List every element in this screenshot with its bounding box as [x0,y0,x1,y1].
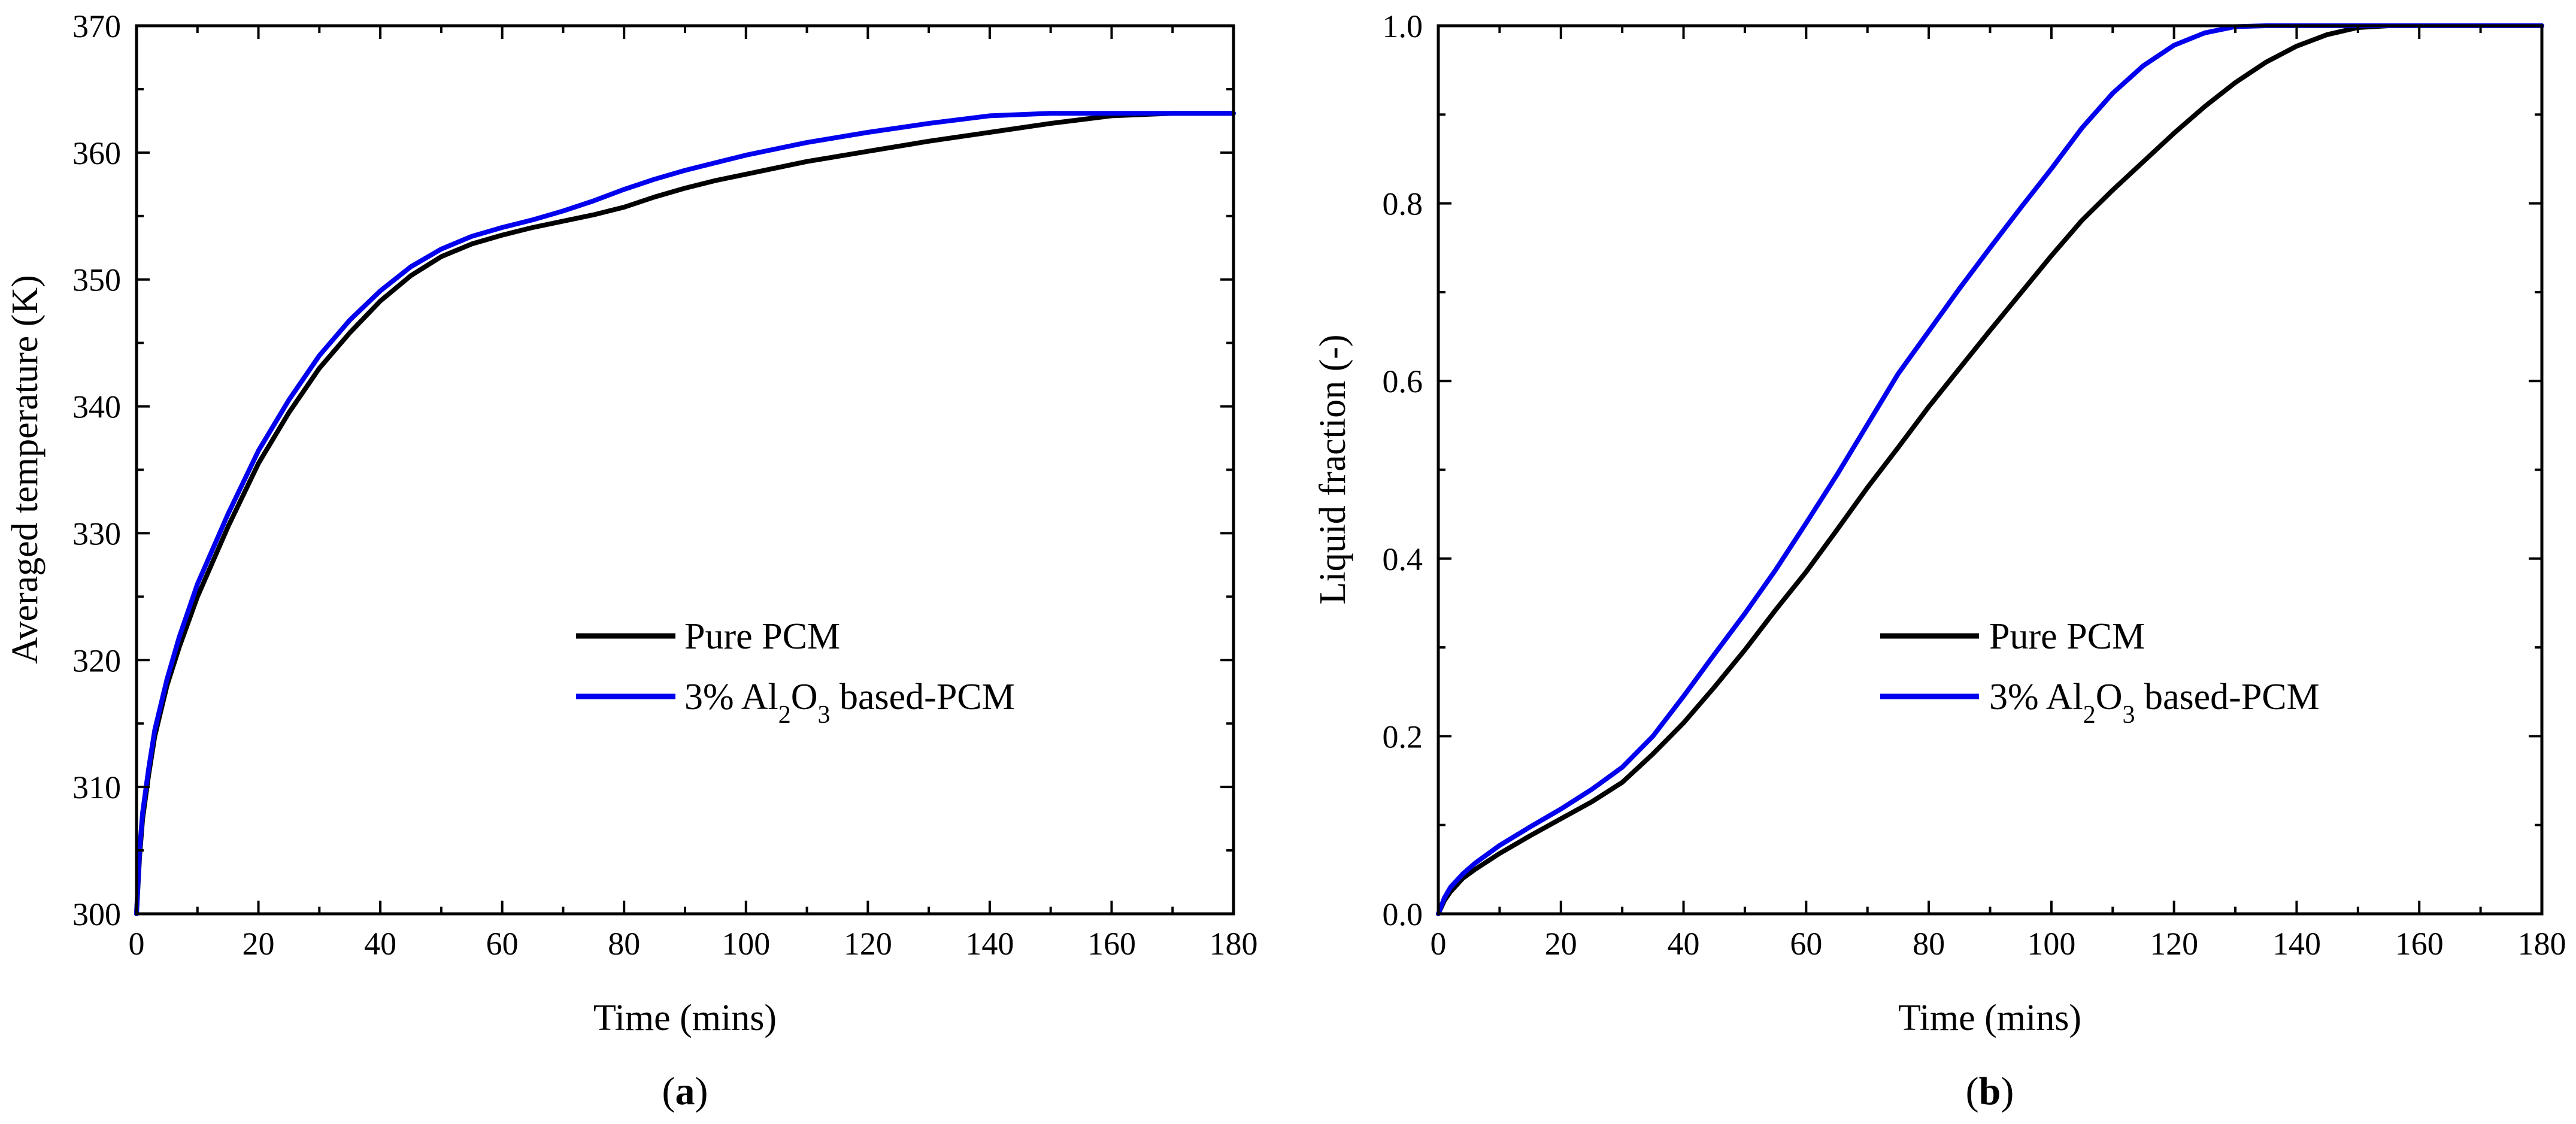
y-tick-label: 0.0 [1383,896,1423,932]
y-tick-label: 350 [72,262,121,298]
legend-label-text: based-PCM [2135,677,2320,717]
y-tick-label: 0.6 [1383,363,1423,399]
x-tick-label: 60 [486,926,519,962]
y-tick-label: 370 [72,8,121,44]
subscript-3: 3 [818,701,831,729]
panel-b-liquid-fraction-chart: 0 20 40 60 80 100 120 140 160 180 0.0 0.2 0.4 0.6 0.8 1… [1313,8,2566,1113]
x-tick-label: 0 [129,926,145,962]
legend-label-text: based-PCM [831,677,1015,717]
subscript-2: 2 [778,701,791,729]
x-tick-label: 180 [1210,926,1258,962]
legend-label-text: 3% Al [1989,677,2083,717]
panel-label-letter: b [1979,1070,2001,1113]
y-tick-label: 330 [72,516,121,552]
x-tick-label: 100 [722,926,770,962]
panel-b-x-axis-title: Time (mins) [1898,998,2081,1038]
y-tick-label: 300 [72,896,121,932]
x-tick-label: 120 [2150,926,2198,962]
panel-label-paren: ) [2001,1070,2014,1113]
subscript-3: 3 [2123,701,2135,729]
legend-label-text: O [2096,677,2123,717]
x-tick-label: 180 [2518,926,2566,962]
x-tick-label: 0 [1431,926,1447,962]
legend-label-text: O [791,677,818,717]
legend-label-al2o3-pcm: 3% Al2O3 based-PCM [684,677,1015,729]
y-tick-label: 0.8 [1383,186,1423,222]
panel-a-series-layer [134,111,1236,916]
y-tick-label: 340 [72,389,121,425]
x-tick-label: 160 [1087,926,1136,962]
panel-label-paren: ( [662,1070,675,1113]
x-tick-label: 100 [2027,926,2075,962]
series-line-pure-pcm [134,111,1236,916]
panel-label-letter: a [675,1070,695,1113]
panel-b-caption: (b) [1966,1070,2014,1113]
panel-b-ticks: 0 20 40 60 80 100 120 140 160 180 0.0 0.2 0.4 0.6 0.8 1… [1383,8,2566,962]
legend-label-text: Pure PCM [1989,616,2145,657]
x-tick-label: 60 [1790,926,1822,962]
x-tick-label: 40 [1668,926,1700,962]
x-tick-label: 40 [364,926,396,962]
panel-label-paren: ( [1966,1070,1979,1113]
legend-label-al2o3-pcm: 3% Al2O3 based-PCM [1989,677,2320,729]
panel-a-ticks: 0 20 40 60 80 100 120 140 160 180 300 310 320 330 340 3… [72,8,1258,962]
x-tick-label: 160 [2395,926,2444,962]
panel-a-temperature-chart: 0 20 40 60 80 100 120 140 160 180 300 310 320 330 340 3… [5,8,1258,1113]
legend-label-pure-pcm: Pure PCM [1989,616,2145,657]
x-tick-label: 20 [243,926,275,962]
panel-b-legend: Pure PCM 3% Al2O3 based-PCM [1880,616,2320,729]
x-tick-label: 140 [965,926,1014,962]
legend-label-pure-pcm: Pure PCM [684,616,840,657]
panel-a-x-axis-title: Time (mins) [593,998,777,1038]
panel-b-y-axis-title: Liquid fraction (-) [1313,334,1353,604]
panel-a-plot-frame [135,24,1235,916]
y-tick-label: 360 [72,135,121,171]
series-line-al2o3-pcm [134,111,1236,916]
panel-a-y-axis-title: Averaged temperature (K) [5,275,46,664]
x-tick-label: 120 [844,926,892,962]
x-tick-label: 20 [1545,926,1577,962]
legend-label-text: 3% Al [684,677,778,717]
y-tick-label: 0.4 [1383,541,1423,577]
series-line-pure-pcm [1436,23,2544,916]
subscript-2: 2 [2083,701,2096,729]
legend-label-text: Pure PCM [684,616,840,657]
panel-label-paren: ) [695,1070,708,1113]
panel-b-series-layer [1436,23,2544,916]
x-tick-label: 80 [1913,926,1945,962]
panel-a-caption: (a) [662,1070,708,1113]
x-tick-label: 80 [608,926,640,962]
y-tick-label: 0.2 [1383,719,1423,755]
series-line-al2o3-pcm [1436,23,2544,916]
y-tick-label: 320 [72,643,121,678]
x-tick-label: 140 [2272,926,2321,962]
y-tick-label: 1.0 [1383,8,1423,44]
y-tick-label: 310 [72,769,121,805]
panel-a-legend: Pure PCM 3% Al2O3 based-PCM [576,616,1015,729]
